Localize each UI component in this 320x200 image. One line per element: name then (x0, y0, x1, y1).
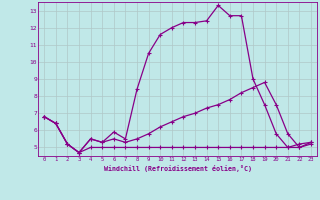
X-axis label: Windchill (Refroidissement éolien,°C): Windchill (Refroidissement éolien,°C) (104, 165, 252, 172)
